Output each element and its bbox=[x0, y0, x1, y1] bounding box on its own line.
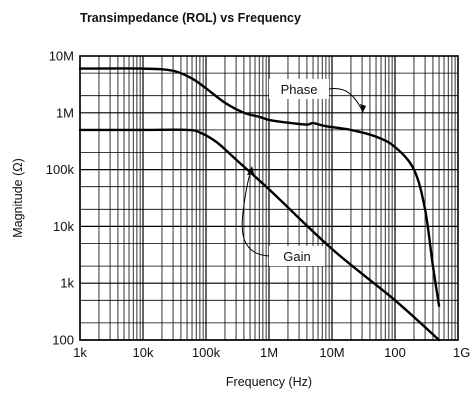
x-tick-label: 10M bbox=[319, 345, 344, 360]
x-tick-label: 1G bbox=[453, 345, 470, 360]
y-tick-label: 100k bbox=[46, 162, 75, 177]
x-tick-label: 1k bbox=[73, 345, 87, 360]
y-tick-label: 100 bbox=[52, 333, 74, 348]
y-tick-label: 10k bbox=[53, 219, 74, 234]
y-tick-labels: 10M 1M 100k 10k 1k 100 bbox=[46, 49, 75, 348]
phase-annotation: Phase bbox=[281, 82, 318, 97]
plot-frame bbox=[79, 55, 459, 341]
phase-leader-line bbox=[328, 88, 364, 113]
phase-leader-arrowhead bbox=[360, 104, 366, 112]
grid bbox=[79, 56, 458, 341]
y-axis-label: Magnitude (Ω) bbox=[11, 158, 25, 238]
x-tick-label: 100k bbox=[192, 345, 221, 360]
x-axis-label: Frequency (Hz) bbox=[226, 375, 312, 389]
gain-leader-line bbox=[241, 167, 270, 257]
y-tick-label: 1k bbox=[60, 276, 74, 291]
y-tick-label: 1M bbox=[56, 105, 74, 120]
gain-label-box bbox=[269, 246, 325, 266]
x-tick-labels: 1k 10k 100k 1M 10M 100 1G bbox=[73, 345, 470, 360]
gain-leader-arrowhead bbox=[247, 166, 254, 175]
gain-annotation: Gain bbox=[283, 249, 310, 264]
phase-label-box bbox=[269, 79, 329, 99]
series-line-gain bbox=[78, 128, 441, 342]
series-group bbox=[78, 67, 441, 342]
x-tick-label: 1M bbox=[260, 345, 278, 360]
series-line-phase bbox=[78, 67, 441, 307]
y-tick-label: 10M bbox=[49, 49, 74, 64]
x-tick-label: 10k bbox=[133, 345, 154, 360]
chart-title: Transimpedance (ROL) vs Frequency bbox=[80, 11, 301, 25]
x-tick-label: 100 bbox=[384, 345, 406, 360]
